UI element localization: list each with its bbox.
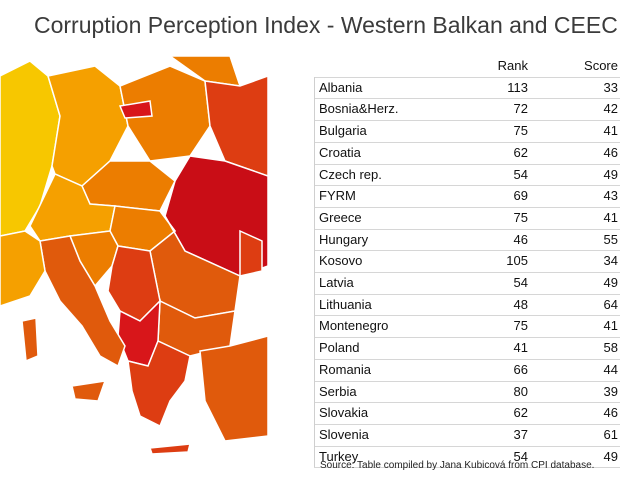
rank-cell: 48: [440, 293, 530, 316]
region-france-south: [0, 230, 46, 307]
region-turkey: [199, 335, 268, 442]
country-cell: Poland: [314, 337, 440, 360]
rank-cell: 69: [440, 185, 530, 208]
region-crete: [148, 443, 191, 455]
rank-cell: 54: [440, 163, 530, 186]
header-country: [315, 56, 441, 77]
country-cell: Bosnia&Herz.: [314, 98, 440, 121]
score-cell: 33: [530, 76, 620, 99]
table-row: Turkey 54 49: [314, 445, 620, 469]
region-poland: [119, 65, 211, 162]
rank-cell: 46: [440, 228, 530, 251]
table-row: Albania 113 33: [314, 76, 620, 99]
region-sardinia: [21, 317, 39, 363]
europe-map: [0, 56, 268, 456]
rank-cell: 75: [440, 315, 530, 338]
score-cell: 43: [530, 185, 620, 208]
europe-map-svg: [0, 56, 268, 456]
score-cell: 58: [530, 337, 620, 360]
table-row: Slovakia 62 46: [314, 402, 620, 425]
rank-cell: 54: [440, 272, 530, 295]
country-cell: Greece: [314, 206, 440, 230]
score-cell: 55: [530, 228, 620, 251]
country-cell: Slovenia: [314, 423, 440, 447]
score-cell: 49: [530, 445, 620, 469]
region-italy: [39, 235, 126, 368]
country-cell: Albania: [314, 76, 440, 99]
rank-cell: 62: [440, 141, 530, 165]
country-cell: Bulgaria: [314, 120, 440, 143]
rank-cell: 54: [440, 445, 530, 469]
country-cell: Kosovo: [314, 250, 440, 273]
score-cell: 44: [530, 358, 620, 382]
score-cell: 61: [530, 423, 620, 447]
score-cell: 49: [530, 272, 620, 295]
table-row: Lithuania 48 64: [314, 293, 620, 316]
rank-cell: 72: [440, 98, 530, 121]
country-cell: Romania: [314, 358, 440, 382]
country-cell: Montenegro: [314, 315, 440, 338]
header-rank: Rank: [497, 58, 528, 73]
table-row: Kosovo 105 34: [314, 250, 620, 273]
table-row: Czech rep. 54 49: [314, 163, 620, 186]
table-row: Slovenia 37 61: [314, 423, 620, 447]
country-cell: Czech rep.: [314, 163, 440, 186]
table-row: Serbia 80 39: [314, 380, 620, 403]
region-greece: [127, 339, 191, 428]
cpi-table-container: Rank Score Albania 113 33 Bosnia&Herz. 72 42…: [314, 56, 621, 469]
region-belarus: [204, 75, 268, 177]
country-cell: Croatia: [314, 141, 440, 165]
table-row: Bosnia&Herz. 72 42: [314, 98, 620, 121]
table-header-row: Rank Score: [315, 56, 621, 77]
cpi-table: Rank Score Albania 113 33 Bosnia&Herz. 72 42…: [314, 56, 621, 469]
country-cell: Serbia: [314, 380, 440, 403]
table-row: Hungary 46 55: [314, 228, 620, 251]
table-row: Poland 41 58: [314, 337, 620, 360]
rank-cell: 105: [440, 250, 530, 273]
score-cell: 46: [530, 402, 620, 425]
region-kaliningrad: [118, 100, 153, 119]
rank-cell: 75: [440, 206, 530, 230]
rank-cell: 75: [440, 120, 530, 143]
rank-cell: 62: [440, 402, 530, 425]
table-row: Romania 66 44: [314, 358, 620, 382]
country-cell: Latvia: [314, 272, 440, 295]
country-cell: Turkey: [314, 445, 440, 469]
rank-cell: 41: [440, 337, 530, 360]
region-sicily: [71, 380, 107, 402]
table-row: Montenegro 75 41: [314, 315, 620, 338]
score-cell: 41: [530, 120, 620, 143]
country-cell: Lithuania: [314, 293, 440, 316]
score-cell: 34: [530, 250, 620, 273]
rank-cell: 113: [440, 76, 530, 99]
score-cell: 49: [530, 163, 620, 186]
header-score: Score: [584, 58, 618, 73]
table-row: Latvia 54 49: [314, 272, 620, 295]
score-cell: 64: [530, 293, 620, 316]
rank-cell: 37: [440, 423, 530, 447]
slide-title: Corruption Perception Index - Western Ba…: [34, 12, 618, 38]
table-row: Bulgaria 75 41: [314, 120, 620, 143]
country-cell: Slovakia: [314, 402, 440, 425]
rank-cell: 80: [440, 380, 530, 403]
country-cell: FYRM: [314, 185, 440, 208]
score-cell: 41: [530, 206, 620, 230]
rank-cell: 66: [440, 358, 530, 382]
country-cell: Hungary: [314, 228, 440, 251]
table-row: Greece 75 41: [314, 206, 620, 230]
source-note: Source: Table compiled by Jana Kubicová …: [320, 460, 595, 471]
score-cell: 39: [530, 380, 620, 403]
region-moldova: [239, 229, 263, 277]
table-row: FYRM 69 43: [314, 185, 620, 208]
score-cell: 42: [530, 98, 620, 121]
score-cell: 46: [530, 141, 620, 165]
table-row: Croatia 62 46: [314, 141, 620, 165]
score-cell: 41: [530, 315, 620, 338]
